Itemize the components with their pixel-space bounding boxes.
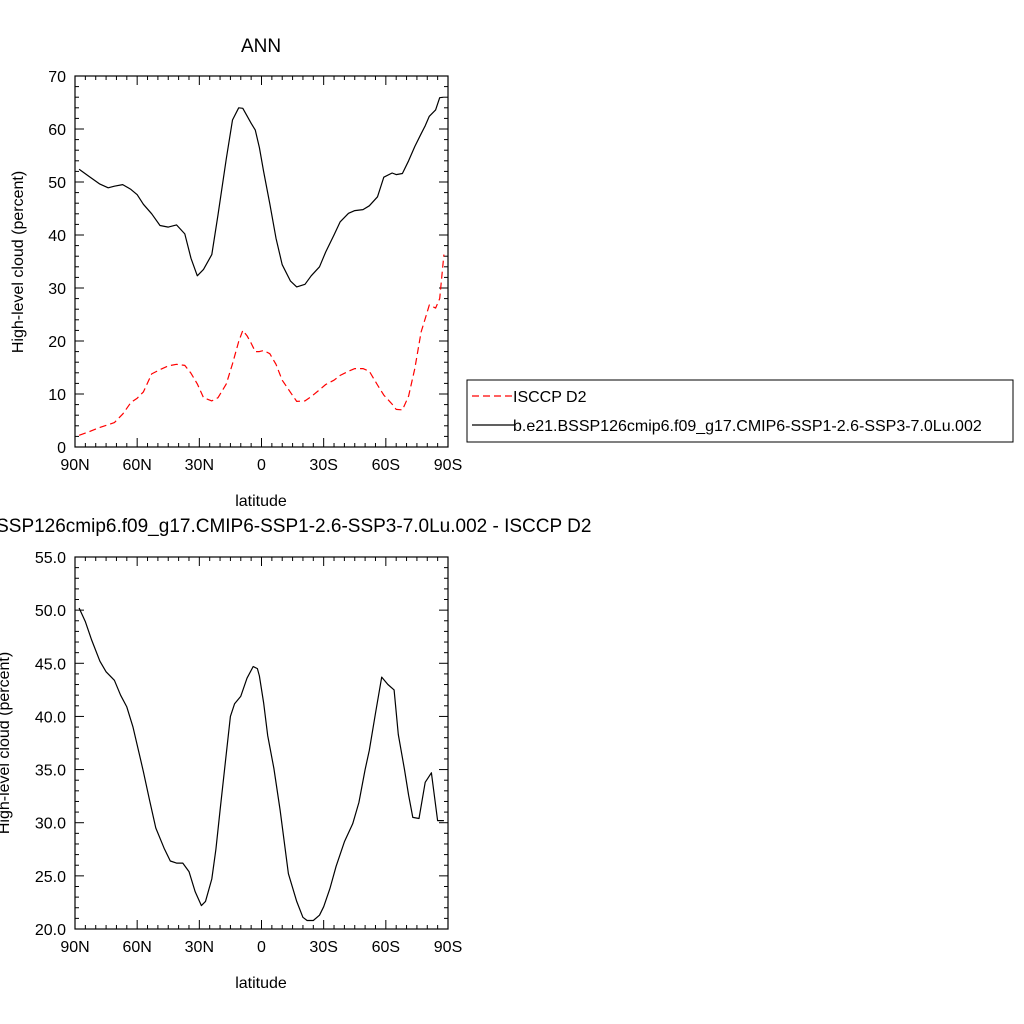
plot-frame	[74, 75, 449, 448]
y-tick-label: 0	[57, 440, 66, 457]
y-tick-label: 70	[48, 69, 66, 86]
series-line	[78, 254, 445, 436]
x-tick-label: 90N	[60, 457, 89, 474]
plot-difference: b.e21.BSSP126cmip6.f09_g17.CMIP6-SSP1-2.…	[0, 516, 591, 992]
plot-frame	[74, 556, 449, 930]
x-tick-label: 30N	[185, 939, 214, 956]
y-tick-label: 40	[48, 228, 66, 245]
x-tick-label: 30S	[309, 457, 337, 474]
x-tick-label: 60N	[122, 457, 151, 474]
y-tick-label: 45.0	[35, 656, 66, 673]
plot-annual-mean: ANN latitude High-level cloud (percent) …	[10, 36, 462, 510]
y-tick-label: 10	[48, 387, 66, 404]
y-tick-label: 25.0	[35, 869, 66, 886]
x-tick-label: 90S	[434, 939, 462, 956]
y-tick-label: 40.0	[35, 709, 66, 726]
legend-label-model: b.e21.BSSP126cmip6.f09_g17.CMIP6-SSP1-2.…	[513, 418, 982, 435]
x-tick-label: 30N	[185, 457, 214, 474]
x-tick-label: 30S	[309, 939, 337, 956]
series-lines	[78, 96, 445, 436]
x-axis-label: latitude	[235, 975, 287, 992]
y-axis-label: High-level cloud (percent)	[0, 652, 13, 834]
chart-title: b.e21.BSSP126cmip6.f09_g17.CMIP6-SSP1-2.…	[0, 516, 591, 537]
series-line	[78, 96, 444, 288]
x-tick-label: 0	[257, 457, 266, 474]
y-tick-label: 20	[48, 334, 66, 351]
y-tick-label: 35.0	[35, 763, 66, 780]
legend-box	[466, 379, 1014, 443]
x-axis-label: latitude	[235, 493, 287, 510]
y-tick-label: 50	[48, 175, 66, 192]
y-tick-label: 60	[48, 122, 66, 139]
x-tick-label: 90S	[434, 457, 462, 474]
y-tick-label: 30.0	[35, 816, 66, 833]
chart-title: ANN	[241, 36, 281, 57]
legend: ISCCP D2 b.e21.BSSP126cmip6.f09_g17.CMIP…	[466, 379, 1014, 443]
series-line	[78, 607, 444, 922]
axis-ticks: 90N 60N 30N 0 30S 60S 90S 0 10 20 30 40 50 60 70	[48, 69, 462, 474]
x-tick-label: 90N	[60, 939, 89, 956]
x-tick-label: 60S	[372, 939, 400, 956]
y-tick-label: 55.0	[35, 550, 66, 567]
y-axis-label: High-level cloud (percent)	[10, 171, 27, 353]
x-tick-label: 60N	[122, 939, 151, 956]
y-tick-label: 50.0	[35, 603, 66, 620]
y-tick-label: 20.0	[35, 922, 66, 939]
series-lines	[78, 607, 444, 922]
x-tick-label: 60S	[372, 457, 400, 474]
y-tick-label: 30	[48, 281, 66, 298]
x-tick-label: 0	[257, 939, 266, 956]
legend-label-isccp: ISCCP D2	[513, 389, 587, 406]
axis-ticks: 90N 60N 30N 0 30S 60S 90S 20.0 25.0 30.0 35.0 40.0 4…	[35, 550, 462, 956]
